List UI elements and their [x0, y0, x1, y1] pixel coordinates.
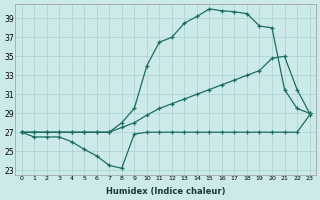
- X-axis label: Humidex (Indice chaleur): Humidex (Indice chaleur): [106, 187, 225, 196]
